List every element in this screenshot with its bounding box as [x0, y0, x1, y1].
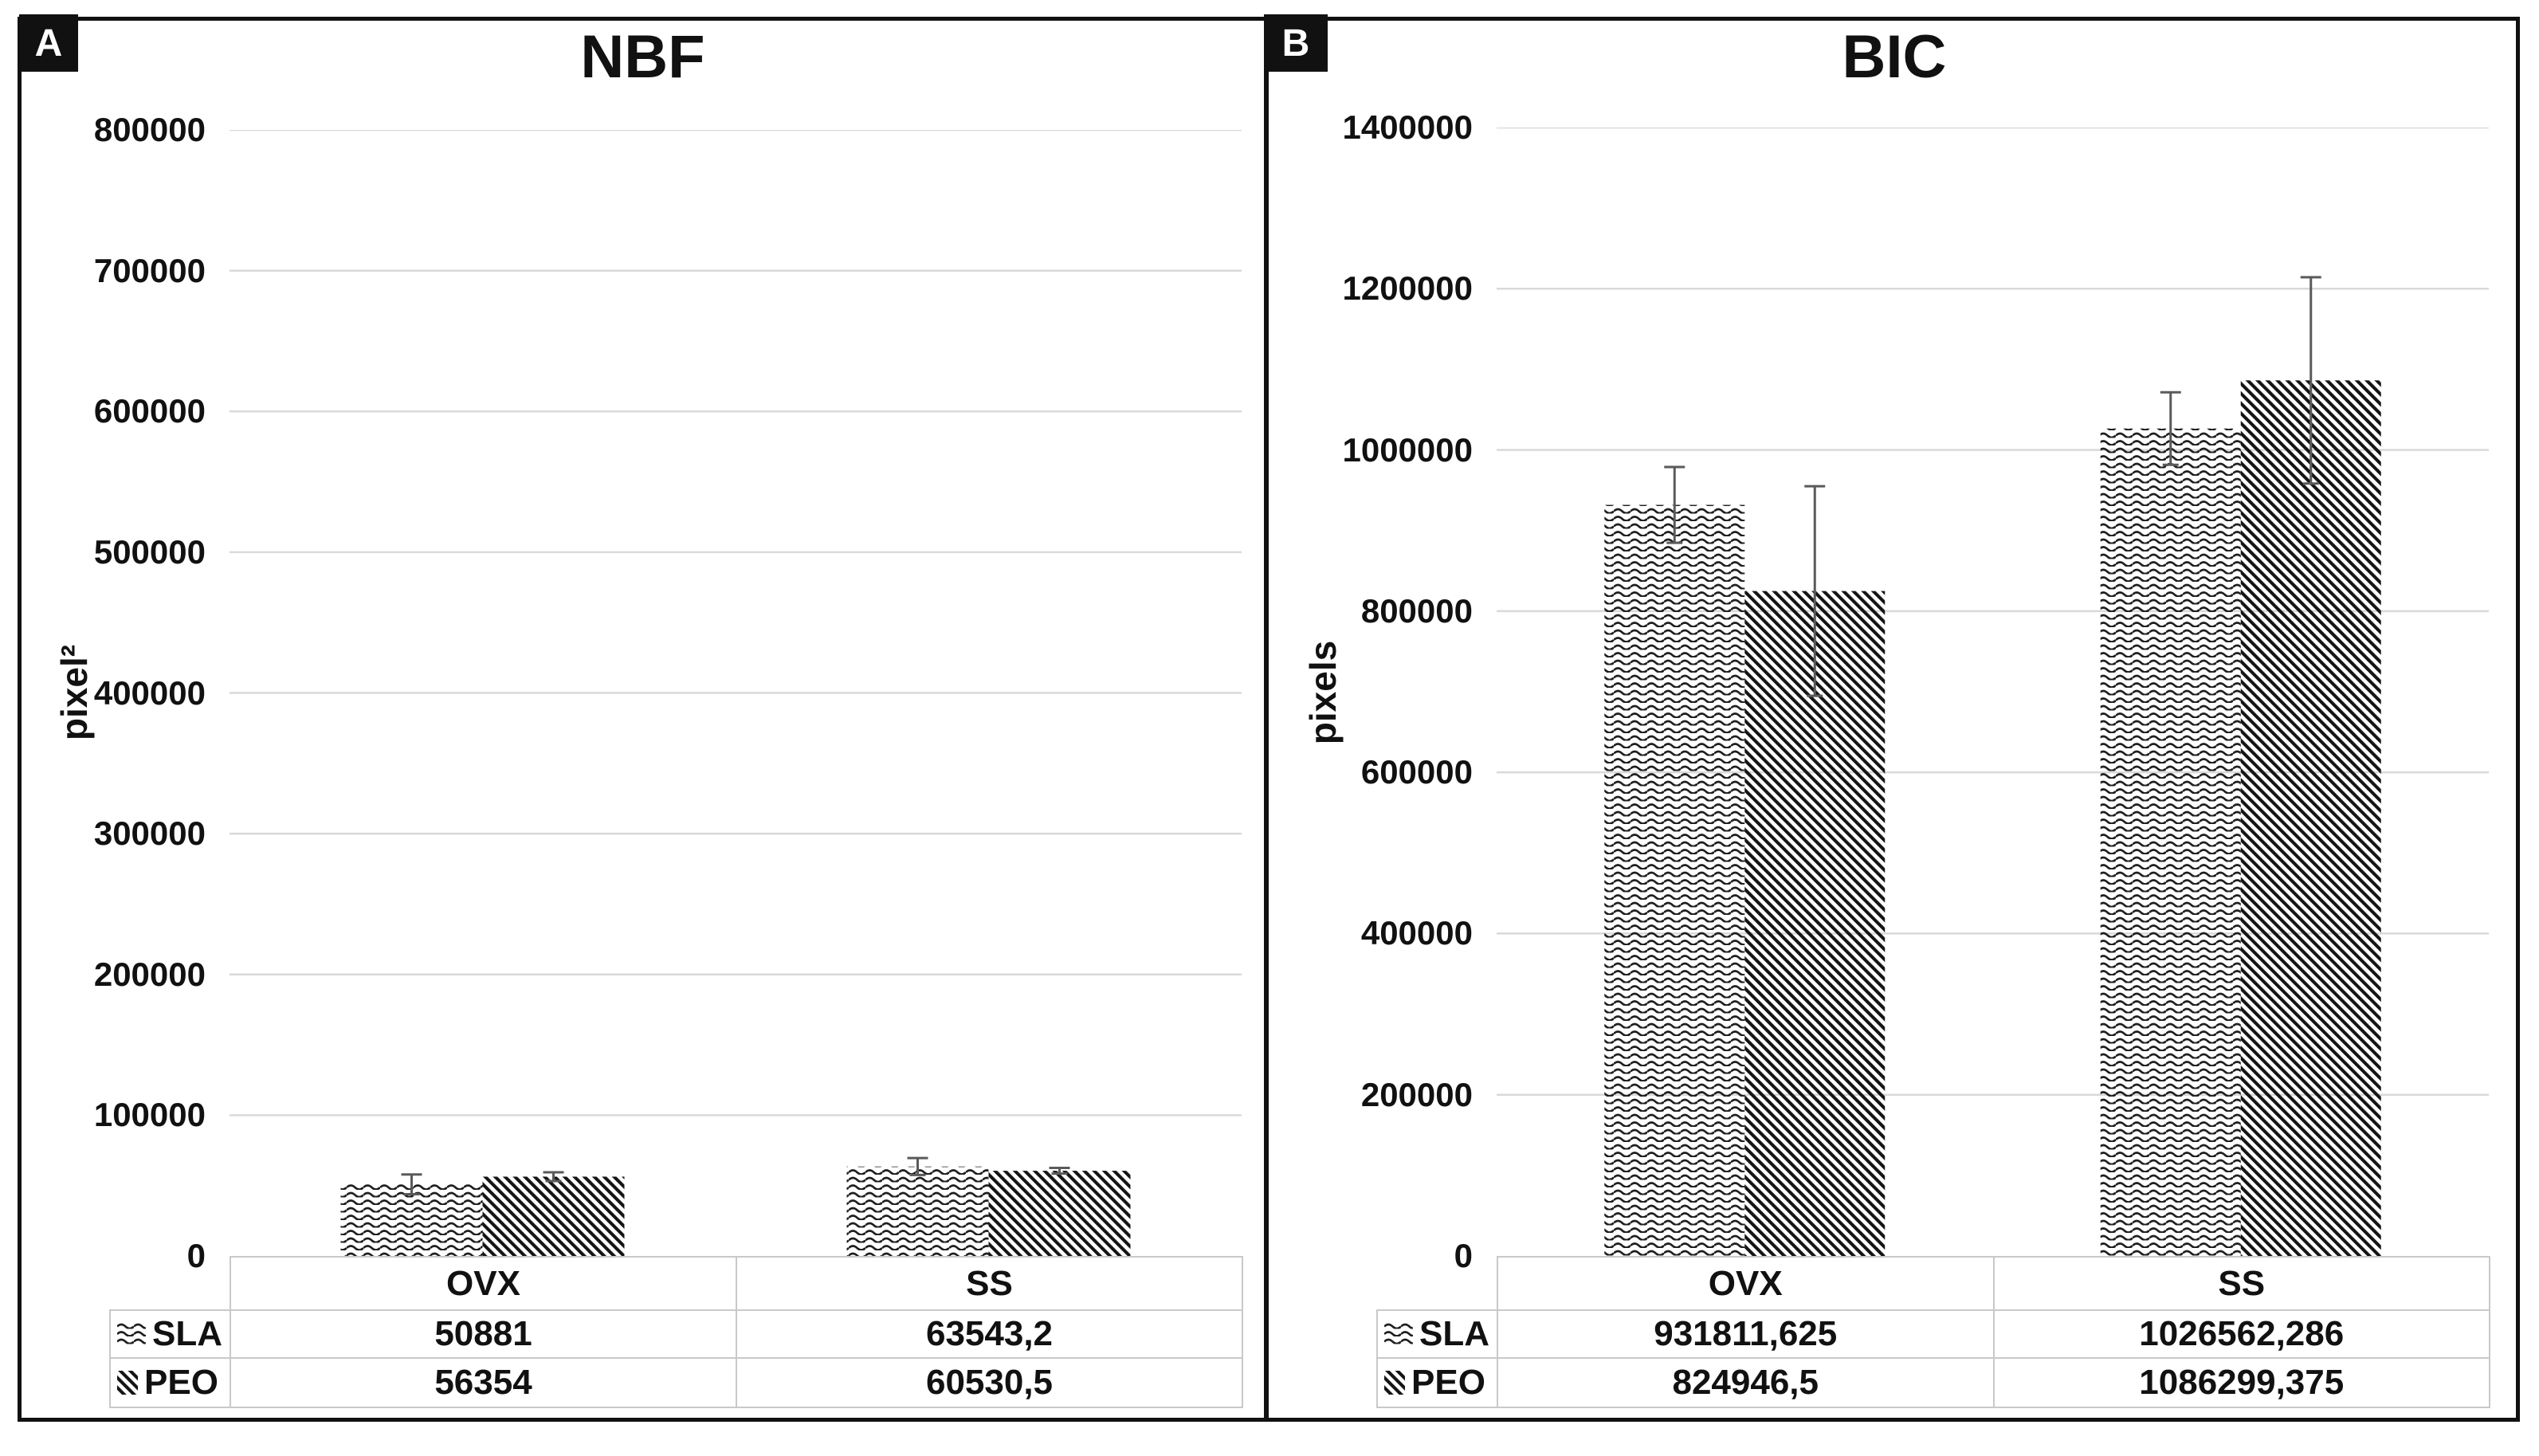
table-corner-blank	[110, 1257, 230, 1310]
error-bar	[543, 1171, 564, 1183]
error-bar	[2300, 276, 2321, 485]
error-bar	[1049, 1167, 1070, 1175]
table-value-peo-ovx: 56354	[230, 1357, 737, 1408]
y-tick-label: 200000	[93, 955, 206, 993]
bar-peo-ss	[988, 1171, 1131, 1256]
bar-peo-ovx	[482, 1176, 625, 1256]
panel-divider	[1264, 17, 1269, 1422]
error-bar	[2160, 390, 2181, 466]
legend-series-name: PEO	[1411, 1363, 1485, 1402]
legend-series-name: SLA	[152, 1314, 222, 1353]
bar-peo-ovx	[1744, 591, 1886, 1256]
error-bar	[1664, 465, 1685, 544]
data-table-a: OVX SS SLA 50881 63543,2 PEO 56354 60530,5	[109, 1256, 1243, 1408]
table-value-peo-ovx: 824946,5	[1497, 1357, 1995, 1408]
error-bar	[907, 1156, 928, 1176]
legend-key-sla: SLA	[1376, 1309, 1498, 1359]
error-bar	[401, 1173, 422, 1195]
legend-key-peo: PEO	[1376, 1357, 1498, 1408]
legend-swatch-wave-icon	[117, 1322, 146, 1346]
bar-sla-ovx	[340, 1184, 483, 1256]
legend-key-sla: SLA	[109, 1309, 231, 1359]
plot-area-a	[230, 130, 1242, 1256]
y-tick-label: 800000	[1360, 591, 1473, 630]
bar-sla-ss	[2100, 428, 2241, 1256]
table-corner-blank	[1377, 1257, 1497, 1310]
panel-b-label: B	[1264, 14, 1328, 72]
data-table-b: OVX SS SLA 931811,625 1026562,286 PEO 824946,5…	[1376, 1256, 2490, 1408]
category-header-ss: SS	[1992, 1256, 2490, 1311]
y-tick-label: 600000	[93, 392, 206, 430]
chart-title-bic: BIC	[1842, 23, 1947, 91]
legend-swatch-diagonal-icon	[1384, 1371, 1405, 1395]
bar-peo-ss	[2240, 380, 2381, 1256]
y-tick-label: 400000	[1360, 914, 1473, 952]
y-tick-label: 0	[1454, 1237, 1473, 1274]
table-value-peo-ss: 60530,5	[736, 1357, 1243, 1408]
category-header-ovx: OVX	[230, 1256, 737, 1311]
y-tick-label: 1200000	[1342, 269, 1473, 308]
table-value-sla-ovx: 50881	[230, 1309, 737, 1359]
y-tick-label: 100000	[93, 1096, 206, 1134]
chart-title-nbf: NBF	[580, 23, 705, 91]
table-value-sla-ss: 1026562,286	[1992, 1309, 2490, 1359]
category-header-ss: SS	[736, 1256, 1243, 1311]
panel-a-label: A	[19, 14, 78, 72]
table-value-peo-ss: 1086299,375	[1992, 1357, 2490, 1408]
y-tick-label: 0	[186, 1237, 206, 1274]
y-tick-label: 200000	[1360, 1075, 1473, 1113]
y-tick-label: 600000	[1360, 753, 1473, 791]
category-header-ovx: OVX	[1497, 1256, 1995, 1311]
y-tick-label: 1400000	[1342, 108, 1473, 146]
table-value-sla-ss: 63543,2	[736, 1309, 1243, 1359]
y-tick-label: 1000000	[1342, 430, 1473, 469]
y-tick-label: 500000	[93, 532, 206, 571]
y-tick-label: 800000	[93, 111, 206, 148]
y-tick-label: 300000	[93, 814, 206, 853]
plot-area-b	[1497, 128, 2489, 1256]
y-tick-label: 700000	[93, 251, 206, 289]
y-tick-label: 400000	[93, 673, 206, 712]
legend-swatch-wave-icon	[1384, 1322, 1413, 1346]
error-bar	[1804, 485, 1826, 697]
legend-swatch-diagonal-icon	[117, 1371, 138, 1395]
bar-sla-ovx	[1604, 504, 1745, 1256]
legend-key-peo: PEO	[109, 1357, 231, 1408]
legend-series-name: PEO	[144, 1363, 218, 1402]
bar-sla-ss	[846, 1166, 989, 1256]
legend-series-name: SLA	[1419, 1314, 1489, 1353]
table-value-sla-ovx: 931811,625	[1497, 1309, 1995, 1359]
